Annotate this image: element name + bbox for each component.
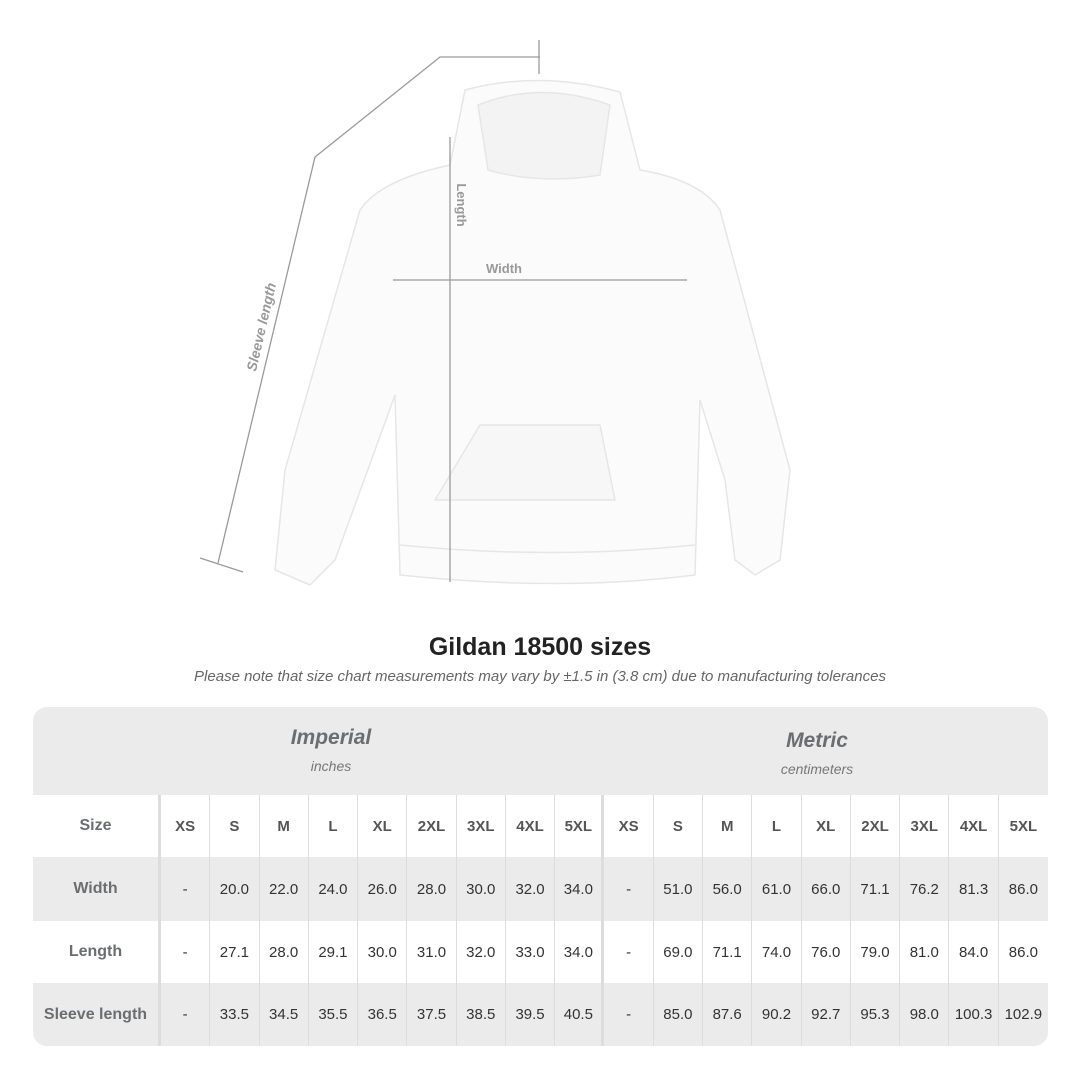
size-header-cell: S — [210, 795, 260, 857]
table-cell: 84.0 — [949, 921, 999, 983]
table-cell: 24.0 — [309, 857, 359, 921]
table-cell: 39.5 — [506, 983, 556, 1046]
table-cell: 28.0 — [407, 857, 457, 921]
table-cell: 69.0 — [654, 921, 704, 983]
table-cell: 90.2 — [752, 983, 802, 1046]
length-label: Length — [454, 183, 469, 226]
size-header-cell: 4XL — [949, 795, 999, 857]
metric-unit: centimeters — [780, 761, 854, 777]
table-cell: 87.6 — [703, 983, 753, 1046]
hoodie-diagram: Length Width Sleeve length — [199, 40, 791, 586]
table-cell: 66.0 — [802, 857, 851, 921]
size-header-cell: XS — [604, 795, 654, 857]
size-header-cell: 2XL — [407, 795, 457, 857]
table-cell: 22.0 — [260, 857, 309, 921]
table-cell: - — [161, 983, 211, 1046]
table-cell: 34.5 — [260, 983, 309, 1046]
table-cell: 71.1 — [703, 921, 753, 983]
table-cell: - — [604, 983, 654, 1046]
size-table: Imperial inches Metric centimeters Size X… — [33, 707, 1048, 1046]
table-cell: 34.0 — [555, 921, 605, 983]
table-cell: - — [161, 921, 211, 983]
table-cell: 95.3 — [851, 983, 901, 1046]
sleeve-line — [217, 56, 540, 564]
table-cell: 32.0 — [506, 857, 556, 921]
table-cell: 76.0 — [802, 921, 851, 983]
table-cell: 30.0 — [457, 857, 506, 921]
size-header-cell: 3XL — [900, 795, 950, 857]
table-cell: 56.0 — [703, 857, 753, 921]
table-cell: 81.3 — [949, 857, 999, 921]
size-header-cell: 2XL — [851, 795, 901, 857]
table-cell: - — [604, 857, 654, 921]
table-cell: 51.0 — [654, 857, 704, 921]
table-cell: 31.0 — [407, 921, 457, 983]
metric-header: Metric centimeters — [667, 729, 967, 777]
size-header-cell: L — [309, 795, 359, 857]
size-header-row: Size XS S M L XL 2XL 3XL 4XL 5XL XS S M L XL 2XL 3XL 4XL 5… — [33, 795, 1048, 857]
sleeve-length-label: Sleeve length — [243, 281, 279, 373]
row-label: Sleeve length — [33, 983, 161, 1046]
width-label: Width — [486, 261, 522, 276]
table-cell: 37.5 — [407, 983, 457, 1046]
table-cell: 30.0 — [358, 921, 408, 983]
table-row: Width -20.0 22.0 24.0 26.0 28.0 30.0 32.0 34.0-5… — [33, 857, 1048, 921]
hoodie-image — [274, 79, 791, 586]
table-cell: 35.5 — [309, 983, 359, 1046]
table-cell: 76.2 — [900, 857, 950, 921]
metric-title: Metric — [786, 729, 848, 752]
imperial-header: Imperial inches — [181, 726, 481, 774]
units-header: Imperial inches Metric centimeters — [33, 707, 1048, 795]
tolerance-note: Please note that size chart measurements… — [194, 668, 886, 685]
table-cell: 100.3 — [949, 983, 999, 1046]
size-header-cell: XS — [161, 795, 211, 857]
table-cell: 33.5 — [210, 983, 260, 1046]
page-title: Gildan 18500 sizes — [428, 633, 652, 661]
size-header-cell: L — [752, 795, 802, 857]
table-cell: 85.0 — [654, 983, 704, 1046]
table-cell: 86.0 — [1008, 943, 1038, 961]
table-cell: 98.0 — [900, 983, 950, 1046]
table-cell: 102.9 — [1004, 1006, 1043, 1023]
size-header-cell: 3XL — [457, 795, 506, 857]
table-cell: 38.5 — [457, 983, 506, 1046]
row-label: Length — [33, 921, 161, 983]
table-cell: 61.0 — [752, 857, 802, 921]
size-header-cell: M — [260, 795, 309, 857]
table-cell: 27.1 — [210, 921, 260, 983]
table-cell: 26.0 — [358, 857, 408, 921]
table-cell: 40.5 — [555, 983, 605, 1046]
table-cell: 29.1 — [309, 921, 359, 983]
table-row: Length -27.1 28.0 29.1 30.0 31.0 32.0 33.0 34.0-… — [33, 921, 1048, 983]
imperial-title: Imperial — [290, 726, 372, 749]
table-cell: 81.0 — [900, 921, 950, 983]
row-label: Width — [33, 857, 161, 921]
table-cell: 79.0 — [851, 921, 901, 983]
table-cell: 32.0 — [457, 921, 506, 983]
table-cell: 92.7 — [802, 983, 851, 1046]
table-cell: 36.5 — [358, 983, 408, 1046]
size-header-cell: 5XL — [555, 795, 605, 857]
size-header-cell: 5XL — [1009, 817, 1038, 835]
table-cell: - — [161, 857, 211, 921]
size-header-cell: XL — [358, 795, 408, 857]
size-header-cell: XL — [802, 795, 851, 857]
size-header-cell: 4XL — [506, 795, 556, 857]
table-cell: 71.1 — [851, 857, 901, 921]
size-header-cell: M — [703, 795, 753, 857]
table-row: Sleeve length -33.5 34.5 35.5 36.5 37.5 38.5 39… — [33, 983, 1048, 1046]
size-header-cell: S — [654, 795, 704, 857]
table-cell: 74.0 — [752, 921, 802, 983]
imperial-unit: inches — [310, 758, 352, 774]
table-cell: 33.0 — [506, 921, 556, 983]
table-cell: 28.0 — [260, 921, 309, 983]
table-cell: - — [604, 921, 654, 983]
row-label: Size — [33, 795, 161, 857]
table-cell: 34.0 — [555, 857, 605, 921]
table-cell: 86.0 — [1008, 880, 1038, 898]
table-cell: 20.0 — [210, 857, 260, 921]
